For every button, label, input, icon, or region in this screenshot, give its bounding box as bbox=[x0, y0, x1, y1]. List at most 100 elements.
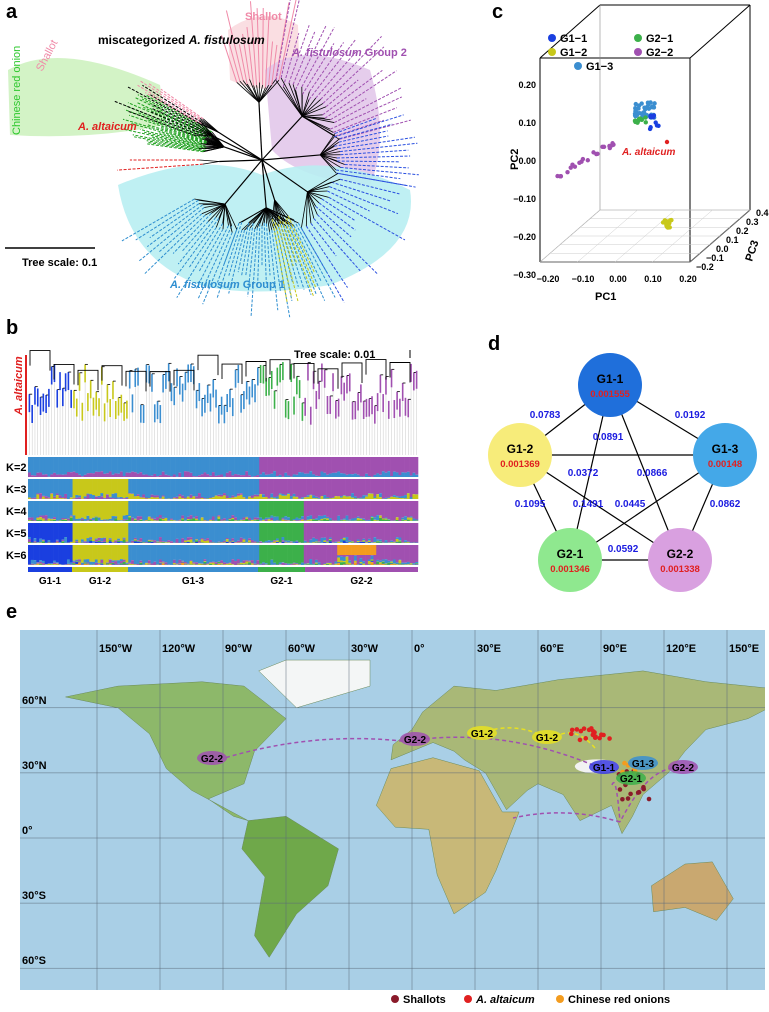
structure-bar bbox=[226, 538, 229, 539]
structure-bar bbox=[215, 564, 218, 565]
structure-bar bbox=[293, 474, 296, 477]
structure-bar bbox=[50, 474, 53, 477]
structure-bar bbox=[126, 542, 129, 543]
structure-bar bbox=[48, 564, 51, 565]
structure-bar bbox=[70, 472, 73, 477]
structure-bar bbox=[159, 475, 162, 477]
structure-bar bbox=[323, 519, 326, 521]
structure-bar bbox=[240, 538, 243, 542]
structure-bar bbox=[362, 540, 365, 541]
structure-bar bbox=[254, 520, 257, 521]
structure-bar bbox=[209, 457, 212, 476]
structure-bar bbox=[415, 564, 418, 565]
structure-bar bbox=[61, 497, 64, 498]
structure-bar bbox=[256, 523, 259, 542]
structure-bar bbox=[181, 501, 184, 516]
structure-bar bbox=[89, 494, 92, 498]
structure-bar bbox=[318, 476, 321, 477]
structure-bar bbox=[112, 560, 115, 562]
structure-bar bbox=[204, 541, 207, 543]
structure-bar bbox=[237, 496, 240, 499]
structure-bar bbox=[226, 473, 229, 477]
structure-bar bbox=[148, 542, 151, 543]
panel-label: b bbox=[6, 317, 18, 339]
structure-bar bbox=[262, 497, 265, 499]
structure-bar bbox=[287, 517, 290, 520]
structure-bar bbox=[176, 545, 179, 563]
structure-bar bbox=[84, 457, 87, 475]
structure-bar bbox=[307, 523, 310, 542]
structure-bar bbox=[173, 545, 176, 560]
structure-bar bbox=[385, 498, 388, 499]
structure-bar bbox=[256, 520, 259, 521]
structure-bar bbox=[390, 545, 393, 561]
structure-bar bbox=[348, 479, 351, 496]
structure-bar bbox=[206, 501, 209, 521]
structure-bar bbox=[251, 479, 254, 496]
structure-bar bbox=[254, 541, 257, 542]
structure-bar bbox=[371, 556, 374, 560]
structure-bar bbox=[109, 457, 112, 472]
structure-bar bbox=[268, 474, 271, 477]
structure-bar bbox=[279, 523, 282, 542]
structure-bar bbox=[201, 539, 204, 542]
structure-bar bbox=[304, 541, 307, 543]
structure-bar bbox=[100, 545, 103, 560]
structure-bar bbox=[415, 519, 418, 520]
structure-bar bbox=[114, 473, 117, 477]
structure-bar bbox=[337, 555, 340, 556]
structure-bar bbox=[343, 555, 346, 557]
structure-bar bbox=[329, 518, 332, 520]
structure-bar bbox=[279, 475, 282, 477]
structure-bar bbox=[379, 457, 382, 475]
structure-bar bbox=[53, 498, 56, 499]
structure-bar bbox=[360, 519, 363, 520]
structure-bar bbox=[318, 457, 321, 476]
point bbox=[646, 101, 650, 105]
structure-bar bbox=[396, 542, 399, 543]
structure-bar bbox=[354, 501, 357, 518]
structure-bar bbox=[204, 561, 207, 562]
structure-bar bbox=[259, 479, 262, 494]
structure-bar bbox=[31, 501, 34, 517]
structure-bar bbox=[61, 523, 64, 539]
structure-bar bbox=[81, 457, 84, 476]
structure-bar bbox=[61, 457, 64, 475]
structure-bar bbox=[393, 523, 396, 542]
structure-bar bbox=[31, 475, 34, 477]
structure-bar bbox=[159, 560, 162, 563]
structure-bar bbox=[229, 479, 232, 498]
structure-bar bbox=[270, 516, 273, 518]
legend-dot bbox=[634, 48, 642, 56]
k-label: K=5 bbox=[6, 528, 27, 540]
structure-bar bbox=[128, 473, 131, 477]
edge-label: 0.0372 bbox=[568, 468, 599, 479]
structure-bar bbox=[187, 501, 190, 517]
structure-bar bbox=[34, 545, 37, 560]
structure-bar bbox=[59, 520, 62, 521]
structure-bar bbox=[287, 479, 290, 493]
structure-bar bbox=[373, 555, 376, 564]
dendro-branch bbox=[390, 362, 410, 382]
structure-bar bbox=[98, 457, 101, 472]
structure-bar bbox=[100, 471, 103, 477]
structure-bar bbox=[198, 523, 201, 541]
structure-bar bbox=[254, 564, 257, 565]
structure-bar bbox=[362, 479, 365, 495]
y-tick-label: 0.10 bbox=[518, 118, 536, 128]
structure-bar bbox=[204, 520, 207, 521]
structure-bar bbox=[393, 479, 396, 495]
structure-bar bbox=[181, 562, 184, 563]
structure-bar bbox=[393, 472, 396, 477]
structure-bar bbox=[243, 545, 246, 560]
structure-bar bbox=[243, 560, 246, 563]
structure-bar bbox=[95, 472, 98, 477]
structure-bar bbox=[307, 457, 310, 474]
structure-bar bbox=[92, 545, 95, 562]
structure-bar bbox=[401, 457, 404, 472]
structure-bar bbox=[95, 545, 98, 559]
structure-bar bbox=[137, 496, 140, 499]
structure-bar bbox=[64, 523, 67, 537]
structure-bar bbox=[396, 498, 399, 499]
structure-bar bbox=[301, 479, 304, 497]
